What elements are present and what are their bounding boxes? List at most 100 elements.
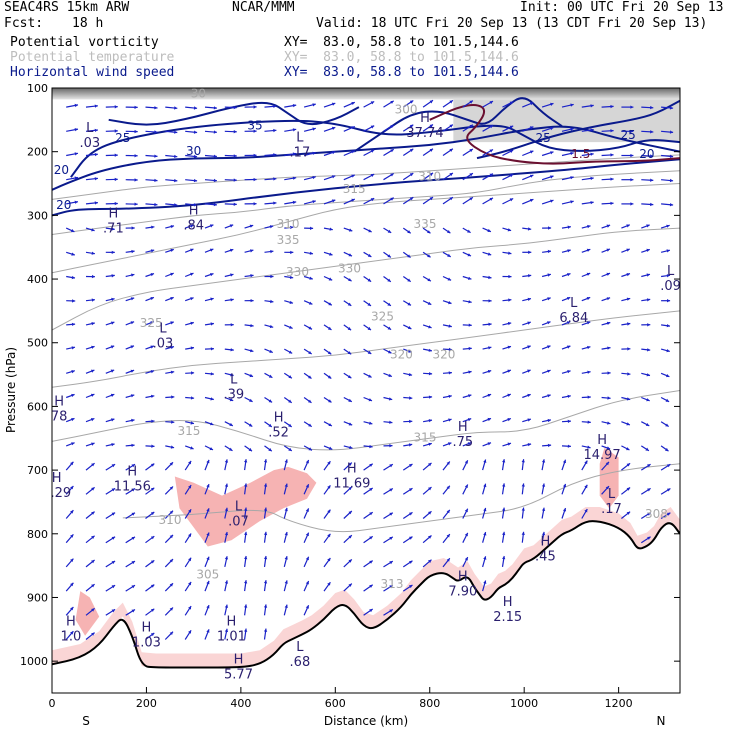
wind-vector: [244, 483, 248, 495]
wind-vector: [125, 443, 135, 447]
wind-vector: [402, 148, 414, 157]
svg-text:11.56: 11.56: [114, 480, 151, 495]
wind-vector: [65, 534, 74, 544]
wind-vector: [145, 419, 155, 423]
wind-vector: [402, 124, 414, 132]
svg-text:L: L: [608, 487, 616, 502]
wind-vector: [303, 275, 313, 280]
wind-vector: [184, 484, 192, 495]
wind-vector: [224, 445, 233, 452]
wind-vector: [383, 420, 393, 424]
pv-shade-blob-0: [174, 466, 317, 547]
wind-vector: [522, 150, 534, 157]
theta-contour-310: [122, 463, 680, 533]
wind-vector: [383, 276, 392, 283]
wind-vector: [501, 483, 506, 495]
wind-vector: [85, 201, 98, 205]
wind-vector: [164, 510, 174, 519]
wind-vector: [482, 346, 492, 350]
wind-vector: [284, 324, 293, 329]
wind-vector: [65, 393, 75, 399]
wind-vector: [482, 100, 494, 108]
wind-vector: [263, 628, 268, 640]
wind-vector: [224, 130, 237, 134]
wind-vector: [363, 511, 374, 519]
wind-vector: [363, 197, 375, 205]
wind-vector: [323, 126, 336, 132]
wind-vector: [542, 249, 552, 254]
wind-vector: [105, 443, 115, 447]
wind-vector: [502, 393, 512, 399]
wind-vector: [581, 460, 588, 471]
wind-vector: [184, 224, 194, 229]
wind-vector: [542, 443, 552, 448]
wind-vector: [522, 393, 531, 399]
wind-vector: [105, 512, 116, 520]
wind-vector: [641, 298, 651, 302]
wind-vector: [621, 322, 631, 326]
wind-vector: [125, 463, 136, 471]
wind-vector: [383, 536, 394, 544]
contour-label-theta: 325: [140, 316, 163, 330]
wind-vector: [204, 178, 217, 183]
wind-vector: [363, 348, 372, 355]
wind-vector: [661, 154, 674, 158]
wind-vector: [264, 372, 273, 379]
wind-vector: [462, 442, 472, 447]
y-tick-label: 1000: [20, 655, 48, 668]
wind-vector: [541, 127, 554, 132]
y-tick-label: 500: [27, 337, 48, 350]
contour-label-wind: 35: [247, 118, 262, 132]
wind-vector: [284, 200, 297, 205]
wind-vector: [561, 225, 571, 229]
contour-label-wind: 25: [620, 128, 635, 142]
wind-vector: [641, 130, 654, 134]
wind-vector: [204, 273, 214, 278]
svg-text:.39: .39: [223, 387, 244, 402]
svg-text:.52: .52: [268, 426, 289, 441]
x-tick-label: 0: [49, 697, 56, 710]
wind-vector: [165, 154, 178, 158]
wind-vector: [125, 536, 136, 544]
wind-vector: [145, 559, 155, 568]
wind-vector: [621, 487, 631, 495]
wind-vector: [264, 348, 274, 354]
wind-vector: [184, 272, 194, 278]
wind-vector: [660, 372, 670, 378]
wind-vector: [145, 535, 155, 544]
wind-vector: [502, 417, 512, 423]
wind-vector: [402, 560, 413, 568]
wind-vector: [363, 300, 372, 307]
wind-vector: [303, 348, 313, 355]
wind-vector: [403, 372, 413, 377]
field-wind-name: Horizontal wind speed: [10, 65, 175, 80]
wind-vector: [522, 418, 532, 423]
wind-vector: [641, 202, 654, 207]
wind-vector: [442, 227, 451, 234]
wind-vector: [185, 371, 195, 375]
svg-text:H: H: [227, 614, 237, 629]
svg-text:.84: .84: [183, 219, 204, 234]
wind-vector: [601, 201, 614, 205]
wind-vector: [85, 298, 95, 302]
wind-vector: [422, 462, 432, 471]
wind-vector: [383, 560, 394, 568]
wind-vector: [502, 101, 514, 108]
wind-vector: [422, 172, 434, 181]
contour-label-wind: 20: [56, 198, 71, 212]
wind-vector: [264, 445, 273, 452]
wind-vector: [422, 196, 434, 205]
extremum-high: H1.29: [52, 471, 71, 501]
wind-vector: [224, 273, 234, 278]
wind-vector: [165, 248, 174, 253]
svg-text:L: L: [570, 296, 578, 311]
wind-vector: [502, 369, 512, 374]
theta-contour-330: [52, 183, 680, 274]
extremum-low: L6.84: [559, 296, 588, 326]
axes: 100 200 300 400 500 600 700 800 900 1000 0 200 400 60…: [20, 82, 681, 710]
wind-vector: [323, 324, 332, 331]
contour-label-theta: 335: [277, 233, 300, 247]
wind-vector: [85, 227, 95, 232]
svg-text:H: H: [458, 420, 468, 435]
wind-vector: [343, 510, 353, 519]
